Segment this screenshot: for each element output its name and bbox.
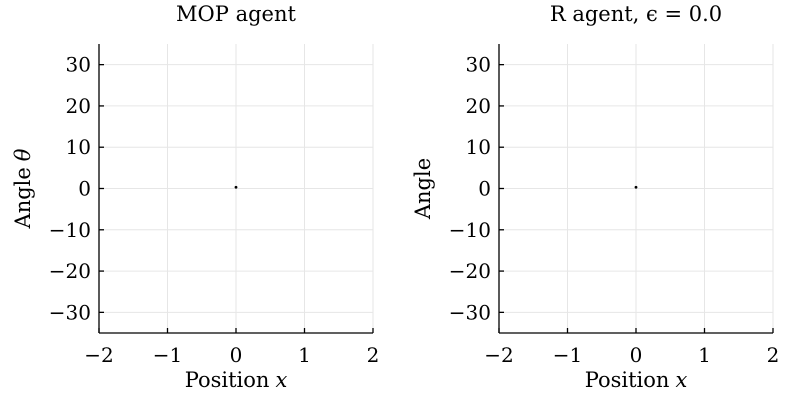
r-y-tick-label: −30: [449, 300, 491, 324]
mop-y-axis-variable: θ: [11, 148, 35, 161]
r-x-axis-variable: x: [675, 368, 687, 392]
r-y-tick-label: −10: [449, 218, 491, 242]
r-y-tick-label: 20: [466, 94, 491, 118]
mop-y-tick-label: 0: [78, 177, 91, 201]
mop-y-tick-label: −10: [49, 218, 91, 242]
mop-x-axis-label: Position: [185, 368, 270, 392]
r-x-tick-label: 0: [630, 343, 643, 367]
r-y-tick-label: 30: [466, 53, 491, 77]
r-y-tick-label: 0: [478, 177, 491, 201]
r-y-tick-label: −20: [449, 259, 491, 283]
mop-y-tick-label: 30: [66, 53, 91, 77]
mop-x-tick-label: 2: [367, 343, 380, 367]
mop-data-point: [234, 185, 238, 189]
mop-y-tick-label: −20: [49, 259, 91, 283]
mop-chart-title: MOP agent: [176, 2, 296, 26]
mop-y-tick-label: −30: [49, 300, 91, 324]
mop-x-tick-label: −1: [153, 343, 182, 367]
r-data-point: [634, 185, 638, 189]
mop-y-axis-label: Angle: [11, 167, 35, 229]
r-x-tick-label: 1: [698, 343, 711, 367]
mop-x-tick-label: 1: [298, 343, 311, 367]
svg-text:Angleθ: Angle θ: [11, 148, 35, 229]
mop-x-axis-variable: x: [275, 368, 287, 392]
svg-text:Angle: Angle: [411, 158, 435, 220]
r-x-tick-label: −2: [484, 343, 513, 367]
mop-x-tick-label: 0: [230, 343, 243, 367]
r-chart-title: R agent, ϵ = 0.0: [550, 2, 722, 26]
r-y-axis-label: Angle: [411, 158, 435, 220]
mop-y-tick-label: 10: [66, 135, 91, 159]
r-x-tick-label: −1: [553, 343, 582, 367]
r-x-axis-label: Position: [585, 368, 670, 392]
r-x-tick-label: 2: [767, 343, 780, 367]
mop-y-tick-label: 20: [66, 94, 91, 118]
mop-x-tick-label: −2: [84, 343, 113, 367]
r-y-tick-label: 10: [466, 135, 491, 159]
